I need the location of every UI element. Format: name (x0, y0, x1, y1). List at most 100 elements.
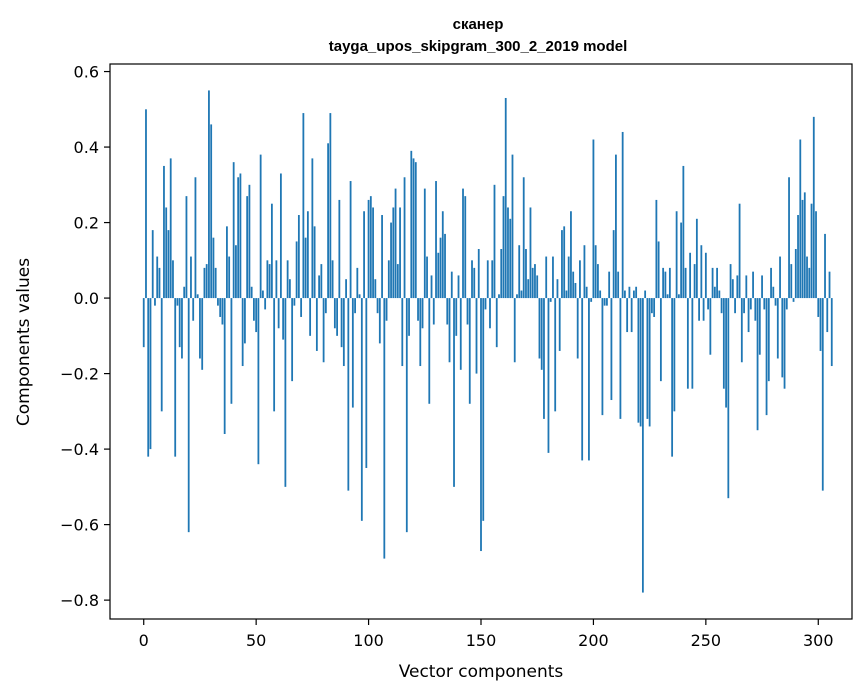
bar (484, 298, 487, 310)
bar (160, 298, 163, 412)
bar (788, 177, 790, 299)
bar (702, 298, 705, 321)
x-axis-label: Vector components (399, 662, 564, 682)
bar (217, 298, 219, 306)
bar (235, 245, 237, 299)
bar (731, 279, 734, 299)
bar (504, 97, 507, 299)
bar (812, 116, 815, 299)
bar (430, 275, 433, 299)
bar (725, 298, 727, 408)
bar (457, 275, 460, 299)
bar (830, 298, 833, 367)
x-tick-label: 100 (353, 631, 384, 650)
bar (621, 131, 624, 299)
bar (785, 298, 788, 310)
bar (270, 203, 273, 299)
bar (340, 298, 343, 348)
bar (556, 279, 559, 299)
bar (563, 226, 566, 299)
bar (610, 298, 613, 401)
bar (824, 233, 826, 299)
bar (516, 294, 518, 299)
x-tick-label: 200 (578, 631, 609, 650)
bar (565, 290, 568, 299)
bar (378, 298, 381, 344)
bar (585, 286, 588, 299)
bar (498, 294, 500, 299)
bar (511, 154, 514, 299)
bar (594, 245, 597, 299)
bar (226, 226, 228, 299)
bar (639, 298, 642, 427)
bar (302, 113, 305, 299)
bar (421, 298, 424, 329)
bar (803, 192, 806, 299)
bar (738, 203, 741, 299)
bar (664, 271, 667, 299)
bar (534, 264, 536, 299)
bar (318, 275, 321, 299)
bar (154, 298, 156, 306)
bar (734, 298, 736, 314)
bar (426, 256, 428, 299)
bar (351, 298, 354, 408)
bar (277, 298, 280, 329)
bar (671, 298, 674, 457)
bar (783, 298, 786, 389)
bar (347, 298, 350, 491)
bar (241, 298, 244, 367)
bar (262, 290, 264, 299)
bar (716, 267, 718, 299)
bar (190, 256, 192, 299)
bar (644, 290, 647, 299)
bar (668, 267, 671, 299)
bar (158, 267, 161, 299)
bar (403, 177, 406, 299)
bar (774, 298, 777, 306)
bar (401, 298, 404, 367)
bar (736, 275, 739, 299)
bar (419, 298, 422, 367)
bar (142, 298, 145, 348)
y-tick-label: 0.4 (74, 138, 99, 157)
bar (554, 298, 557, 412)
bar (495, 298, 498, 348)
bar (383, 298, 386, 559)
bar (597, 264, 599, 299)
bar (444, 233, 446, 299)
bar (558, 298, 561, 351)
bar (752, 271, 754, 299)
bar (507, 207, 509, 299)
bar (666, 294, 669, 299)
bar (342, 298, 345, 367)
bar (707, 298, 709, 310)
bar (583, 245, 586, 299)
bar (704, 252, 707, 299)
y-axis-label: Components values (14, 258, 34, 426)
bar (536, 275, 539, 299)
bar (257, 298, 260, 465)
bar (266, 260, 269, 299)
bar (765, 298, 768, 416)
bar (745, 275, 748, 299)
bar (376, 298, 379, 314)
bar (212, 237, 215, 299)
bar (525, 249, 527, 299)
bar (680, 222, 683, 299)
bar (455, 298, 458, 336)
bar (446, 298, 449, 325)
bar (588, 298, 590, 461)
bar (779, 256, 781, 299)
bar (336, 298, 338, 336)
bar (412, 158, 415, 299)
bar (214, 267, 217, 299)
bar (390, 222, 392, 299)
bar (657, 241, 660, 299)
bar (700, 245, 703, 299)
bar (365, 298, 368, 468)
bar (646, 298, 649, 419)
bar (345, 279, 347, 299)
bar (410, 150, 413, 299)
